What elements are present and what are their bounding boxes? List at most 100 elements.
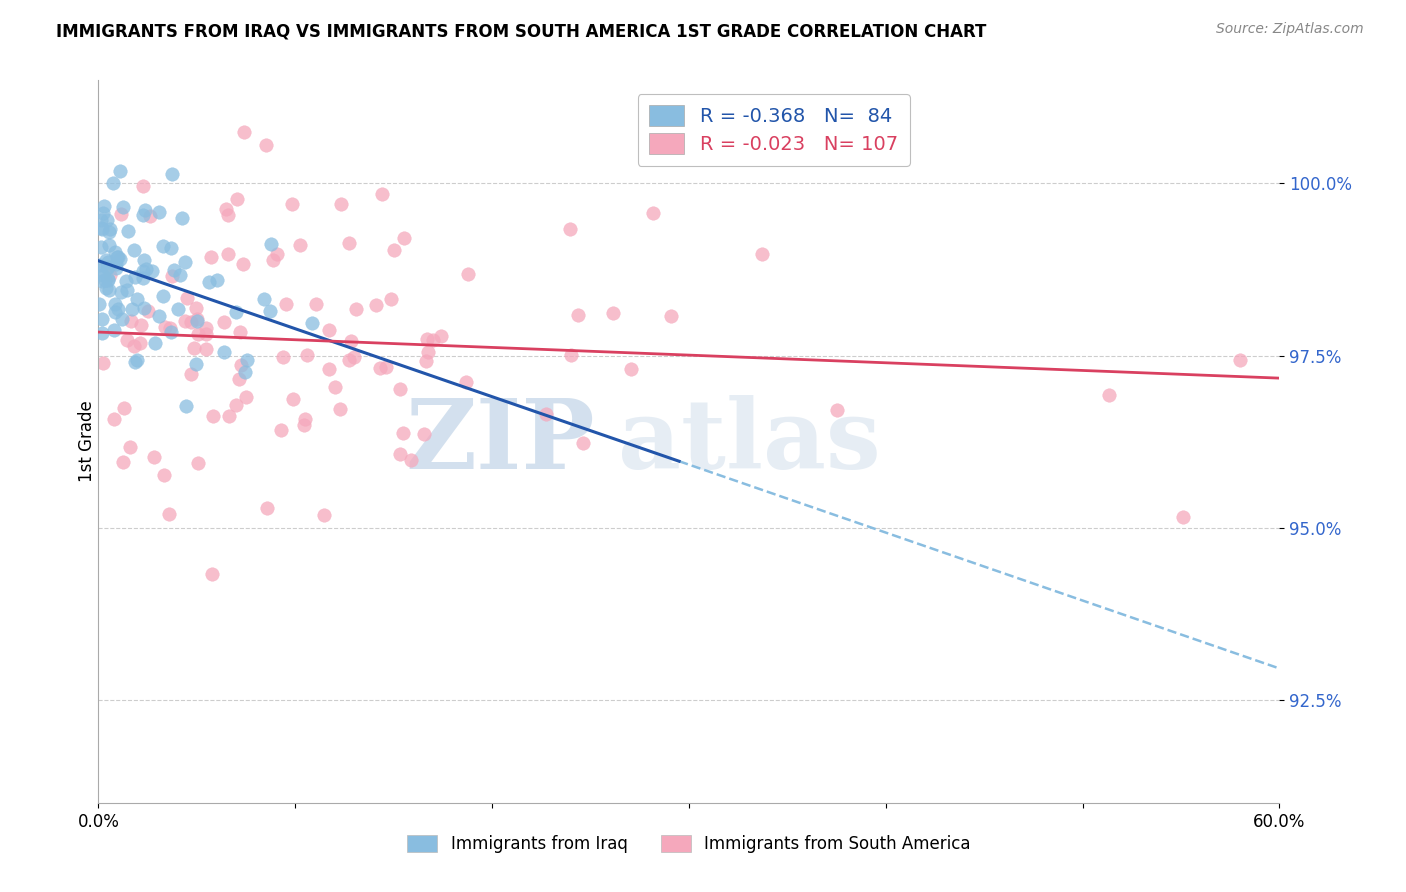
Point (318, 323, 340, 337)
Point (169, 268, 191, 282)
Point (148, 309, 170, 323)
Point (159, 321, 181, 335)
Point (91, 206, 114, 220)
Point (174, 255, 197, 269)
Point (198, 275, 221, 289)
Point (125, 293, 148, 307)
Point (176, 399, 198, 413)
Point (97, 254, 120, 268)
Point (187, 326, 209, 341)
Point (225, 398, 247, 412)
Point (129, 318, 152, 332)
Point (228, 372, 250, 386)
Point (153, 319, 176, 334)
Y-axis label: 1st Grade: 1st Grade (79, 401, 96, 483)
Point (457, 268, 479, 282)
Point (312, 508, 335, 522)
Point (170, 211, 193, 225)
Point (266, 246, 288, 260)
Text: Source: ZipAtlas.com: Source: ZipAtlas.com (1216, 22, 1364, 37)
Point (153, 467, 176, 482)
Point (1098, 387, 1121, 401)
Point (374, 359, 396, 374)
Point (412, 426, 434, 441)
Point (260, 236, 283, 251)
Point (160, 325, 183, 339)
Point (292, 418, 315, 433)
Point (112, 401, 135, 415)
Point (143, 335, 166, 350)
Point (160, 269, 183, 284)
Point (89, 263, 111, 277)
Point (214, 315, 236, 329)
Point (124, 339, 146, 353)
Point (132, 178, 155, 193)
Point (115, 274, 138, 288)
Point (558, 221, 581, 235)
Point (340, 334, 363, 349)
Point (117, 224, 139, 238)
Point (187, 456, 209, 470)
Point (104, 305, 127, 319)
Point (94, 281, 117, 295)
Point (1171, 509, 1194, 524)
Point (98, 268, 121, 282)
Point (94, 253, 117, 268)
Point (105, 260, 128, 275)
Point (87, 297, 110, 311)
Point (262, 253, 284, 268)
Point (173, 314, 195, 328)
Point (418, 345, 440, 359)
Point (180, 367, 202, 381)
Point (602, 306, 624, 320)
Point (217, 246, 239, 260)
Point (105, 250, 128, 264)
Point (233, 365, 256, 379)
Point (337, 236, 360, 251)
Point (225, 192, 247, 206)
Point (135, 261, 157, 276)
Point (422, 333, 444, 347)
Point (148, 204, 170, 219)
Point (124, 269, 146, 284)
Point (183, 341, 205, 355)
Point (160, 241, 183, 255)
Point (825, 403, 848, 417)
Point (110, 312, 132, 326)
Point (103, 323, 125, 337)
Point (318, 361, 340, 376)
Point (157, 507, 180, 521)
Point (295, 348, 318, 362)
Point (98, 225, 121, 239)
Point (107, 301, 129, 316)
Point (330, 196, 353, 211)
Point (97, 273, 120, 287)
Point (235, 390, 257, 404)
Point (134, 301, 156, 315)
Point (101, 176, 124, 190)
Point (91, 326, 114, 340)
Point (132, 270, 155, 285)
Point (163, 263, 186, 277)
Point (112, 455, 135, 469)
Point (104, 244, 127, 259)
Point (90, 240, 112, 254)
Point (108, 164, 131, 178)
Point (430, 329, 453, 343)
Point (176, 292, 198, 306)
Point (232, 125, 254, 139)
Point (218, 409, 240, 424)
Point (259, 304, 281, 318)
Text: ZIP: ZIP (405, 394, 595, 489)
Point (129, 335, 152, 350)
Point (305, 297, 328, 311)
Point (96, 213, 118, 227)
Point (120, 314, 142, 328)
Point (97, 272, 120, 286)
Point (110, 206, 132, 220)
Point (124, 355, 146, 369)
Point (391, 425, 413, 440)
Point (105, 257, 128, 271)
Point (270, 423, 292, 437)
Point (572, 436, 595, 450)
